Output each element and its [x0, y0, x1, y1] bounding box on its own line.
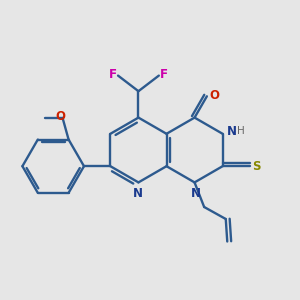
Text: O: O: [209, 88, 219, 102]
Text: N: N: [227, 125, 237, 138]
Text: O: O: [55, 110, 65, 123]
Text: S: S: [253, 160, 261, 173]
Text: H: H: [237, 126, 245, 136]
Text: F: F: [109, 68, 117, 81]
Text: F: F: [160, 68, 168, 81]
Text: N: N: [190, 187, 200, 200]
Text: N: N: [133, 187, 142, 200]
